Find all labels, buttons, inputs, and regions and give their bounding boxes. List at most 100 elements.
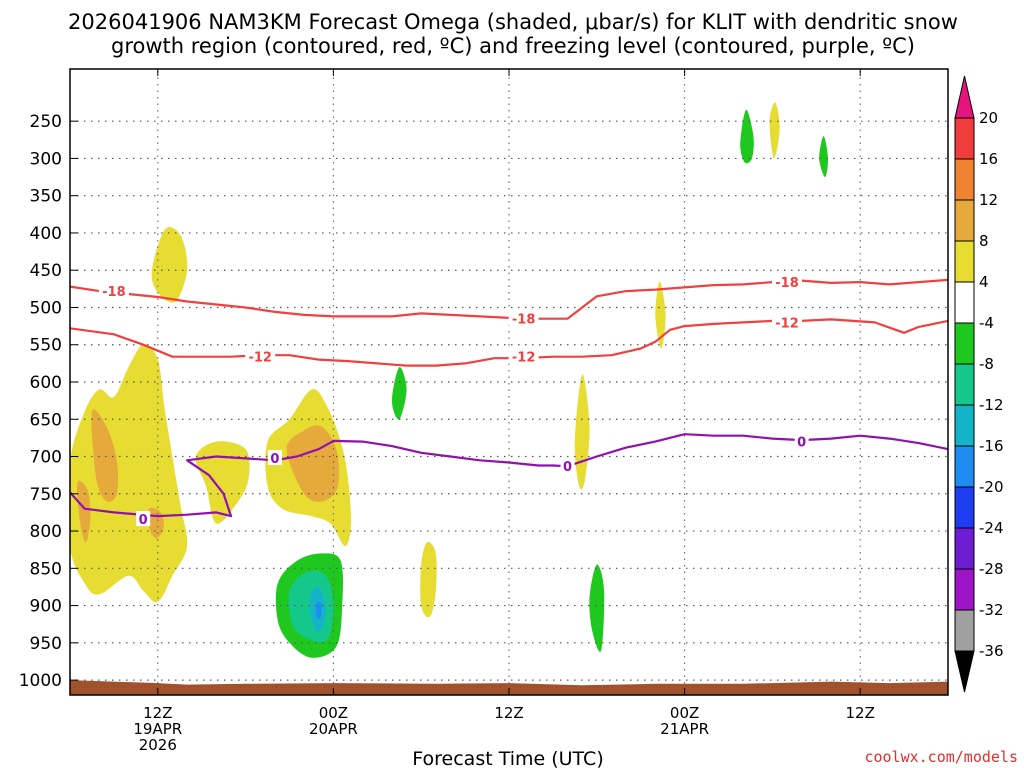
contour-label-bg bbox=[508, 310, 539, 326]
colorbar-tick-label: 4 bbox=[979, 273, 989, 291]
contour-label-bg bbox=[772, 314, 803, 330]
y-axis: 250 300 350 400 450 500 550 600 650 700 750 800 850 9… bbox=[19, 112, 78, 691]
colorbar-bin bbox=[954, 363, 975, 406]
colorbar-tick-label: 12 bbox=[979, 191, 998, 209]
colorbar-bin bbox=[954, 240, 975, 283]
colorbar-bin bbox=[954, 486, 975, 529]
contour-label: 0 bbox=[139, 513, 148, 528]
x-tick-label: 12Z bbox=[846, 704, 875, 722]
contour-label: -12 bbox=[512, 351, 536, 366]
colorbar-bin bbox=[954, 281, 975, 324]
colorbar-bottom-arrow bbox=[954, 650, 975, 693]
colorbar-tick-label: -32 bbox=[979, 601, 1004, 619]
y-tick-label: 400 bbox=[30, 224, 62, 244]
contour-label: -18 bbox=[512, 313, 536, 328]
contour-label: -12 bbox=[248, 351, 272, 366]
omega-shade-region bbox=[420, 541, 437, 618]
x-tick-label: 19APR bbox=[133, 720, 182, 738]
omega-shade-region bbox=[91, 409, 119, 503]
contour-label: -18 bbox=[102, 285, 126, 300]
omega-shade-region bbox=[77, 480, 91, 543]
colorbar-tick-label: -12 bbox=[979, 396, 1004, 414]
contour-layer: -18 -18 -18 -12 -12 -12 0 0 0 0 bbox=[70, 274, 948, 528]
omega-shade-region bbox=[195, 441, 250, 524]
pressure-grid-lines bbox=[70, 71, 948, 693]
colorbar-bin bbox=[954, 609, 975, 652]
contour-dendritic--18: -18 -18 -18 bbox=[70, 274, 948, 328]
contour-label-bg bbox=[794, 433, 809, 449]
contour-label-bg bbox=[98, 283, 129, 299]
omega-shade-region bbox=[316, 601, 322, 619]
contour-label-bg bbox=[560, 458, 575, 474]
colorbar-tick-label: 16 bbox=[979, 150, 998, 168]
y-tick-label: 750 bbox=[30, 485, 62, 505]
contour-dendritic--12: -12 -12 -12 bbox=[70, 314, 948, 367]
y-tick-label: 1000 bbox=[19, 671, 62, 691]
y-tick-label: 500 bbox=[30, 298, 62, 318]
colorbar-tick-label: -8 bbox=[979, 355, 994, 373]
x-tick-label: 00Z bbox=[670, 704, 699, 722]
y-tick-label: 450 bbox=[30, 261, 62, 281]
chart-title-line2: growth region (contoured, red, ºC) and f… bbox=[111, 34, 915, 58]
contour-label-bg bbox=[245, 348, 276, 364]
contour-label-bg bbox=[136, 511, 151, 527]
y-tick-label: 250 bbox=[30, 112, 62, 132]
x-tick-label: 12Z bbox=[494, 704, 523, 722]
y-tick-label: 850 bbox=[30, 559, 62, 579]
x-tick-label: 2026 bbox=[139, 736, 177, 754]
colorbar-tick-label: -20 bbox=[979, 478, 1004, 496]
omega-shade-region bbox=[70, 344, 188, 603]
colorbar-bin bbox=[954, 527, 975, 570]
omega-shade-region bbox=[391, 366, 407, 420]
colorbar-bin bbox=[954, 117, 975, 160]
contour-label-bg bbox=[772, 274, 803, 290]
contour-label: 0 bbox=[270, 452, 279, 467]
x-tick-label: 00Z bbox=[319, 704, 348, 722]
omega-shade-region bbox=[819, 136, 829, 178]
x-tick-label: 20APR bbox=[309, 720, 358, 738]
contour-label: 0 bbox=[563, 460, 572, 475]
omega-shade-region bbox=[574, 374, 590, 490]
omega-shade-region bbox=[740, 109, 754, 164]
omega-shade-region bbox=[655, 281, 666, 349]
colorbar-top-arrow bbox=[954, 75, 975, 119]
colorbar-bin bbox=[954, 158, 975, 201]
x-tick-label: 21APR bbox=[660, 720, 709, 738]
colorbar-bin bbox=[954, 445, 975, 488]
colorbar-tick-label: 20 bbox=[979, 109, 998, 127]
ground-layer bbox=[70, 680, 948, 695]
colorbar-bin bbox=[954, 404, 975, 447]
colorbar-tick-label: -16 bbox=[979, 437, 1004, 455]
colorbar-tick-label: -36 bbox=[979, 642, 1004, 660]
y-tick-label: 650 bbox=[30, 410, 62, 430]
credit-text: coolwx.com/models bbox=[864, 748, 1018, 766]
omega-shade-region bbox=[589, 564, 605, 652]
contour-label-bg bbox=[508, 348, 539, 364]
ground-surface bbox=[70, 680, 948, 695]
omega-shading-layer bbox=[70, 102, 829, 658]
x-axis-label: Forecast Time (UTC) bbox=[412, 748, 603, 768]
colorbar-tick-label: 8 bbox=[979, 232, 989, 250]
colorbar-tick-label: -4 bbox=[979, 314, 994, 332]
colorbar-bin bbox=[954, 199, 975, 242]
colorbar-tick-label: -28 bbox=[979, 560, 1004, 578]
contour-label: -18 bbox=[775, 276, 799, 291]
contour-line bbox=[70, 433, 948, 518]
x-tick-label: 12Z bbox=[143, 704, 172, 722]
colorbar-bin bbox=[954, 568, 975, 611]
colorbar: 20 16 12 8 4 -4 -8 -12 -16 -20 -24 -28 -32 -36 bbox=[954, 75, 1004, 693]
y-tick-label: 900 bbox=[30, 597, 62, 617]
chart-title-line1: 2026041906 NAM3KM Forecast Omega (shaded… bbox=[68, 10, 958, 34]
y-tick-label: 300 bbox=[30, 149, 62, 169]
colorbar-tick-label: -24 bbox=[979, 519, 1004, 537]
y-tick-label: 550 bbox=[30, 336, 62, 356]
y-tick-label: 800 bbox=[30, 522, 62, 542]
y-tick-label: 700 bbox=[30, 448, 62, 468]
contour-label: -12 bbox=[775, 316, 799, 331]
contour-label-bg bbox=[267, 450, 282, 466]
omega-shade-region bbox=[151, 227, 188, 303]
contour-freezing-level: 0 0 0 0 bbox=[70, 433, 948, 528]
contour-label: 0 bbox=[797, 436, 806, 451]
